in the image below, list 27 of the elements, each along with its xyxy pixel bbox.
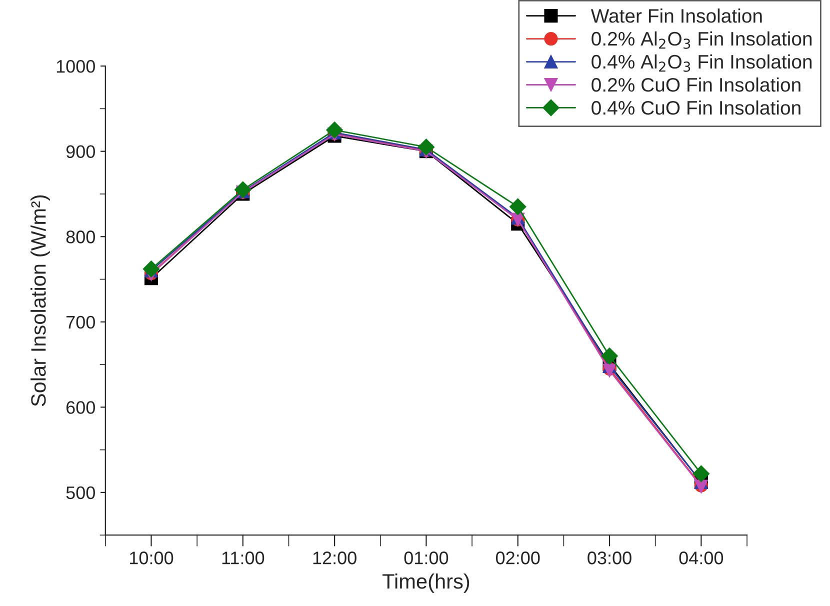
point (234, 181, 252, 198)
x-axis-title: Time(hrs) (382, 573, 470, 593)
legend-label: 0.2% CuO Fin Insolation (592, 77, 800, 92)
point (142, 260, 160, 278)
point (692, 465, 710, 482)
point (601, 348, 618, 364)
legend-label: 0.4% Al$_{2}$O$_{3}$ Fin Insolation (592, 54, 812, 72)
y-tick-label: 1000 (56, 60, 95, 73)
x-tick-label: 04:00 (679, 552, 724, 564)
y-tick-label: 500 (66, 486, 95, 500)
y-tick-label: 700 (66, 316, 95, 329)
x-tick-label: 10:00 (130, 552, 174, 564)
x-tick-label: 01:00 (404, 552, 448, 564)
point (418, 138, 435, 156)
point (509, 198, 526, 216)
x-tick-label: 02:00 (496, 552, 540, 564)
legend-label: 0.2% Al$_{2}$O$_{3}$ Fin Insolation (592, 31, 812, 49)
x-tick-label: 12:00 (313, 552, 356, 564)
legend-label: 0.4% CuO Fin Insolation (592, 100, 800, 115)
legend-label: Water Fin Insolation (590, 8, 762, 23)
y-axis-title: Solar Insolation (W/m²) (30, 195, 50, 406)
y-tick-label: 800 (66, 230, 95, 244)
y-tick-label: 900 (66, 145, 95, 158)
y-tick-label: 600 (66, 401, 95, 414)
x-tick-label: 11:00 (222, 552, 264, 564)
point (326, 122, 343, 138)
x-tick-label: 03:00 (588, 552, 632, 564)
